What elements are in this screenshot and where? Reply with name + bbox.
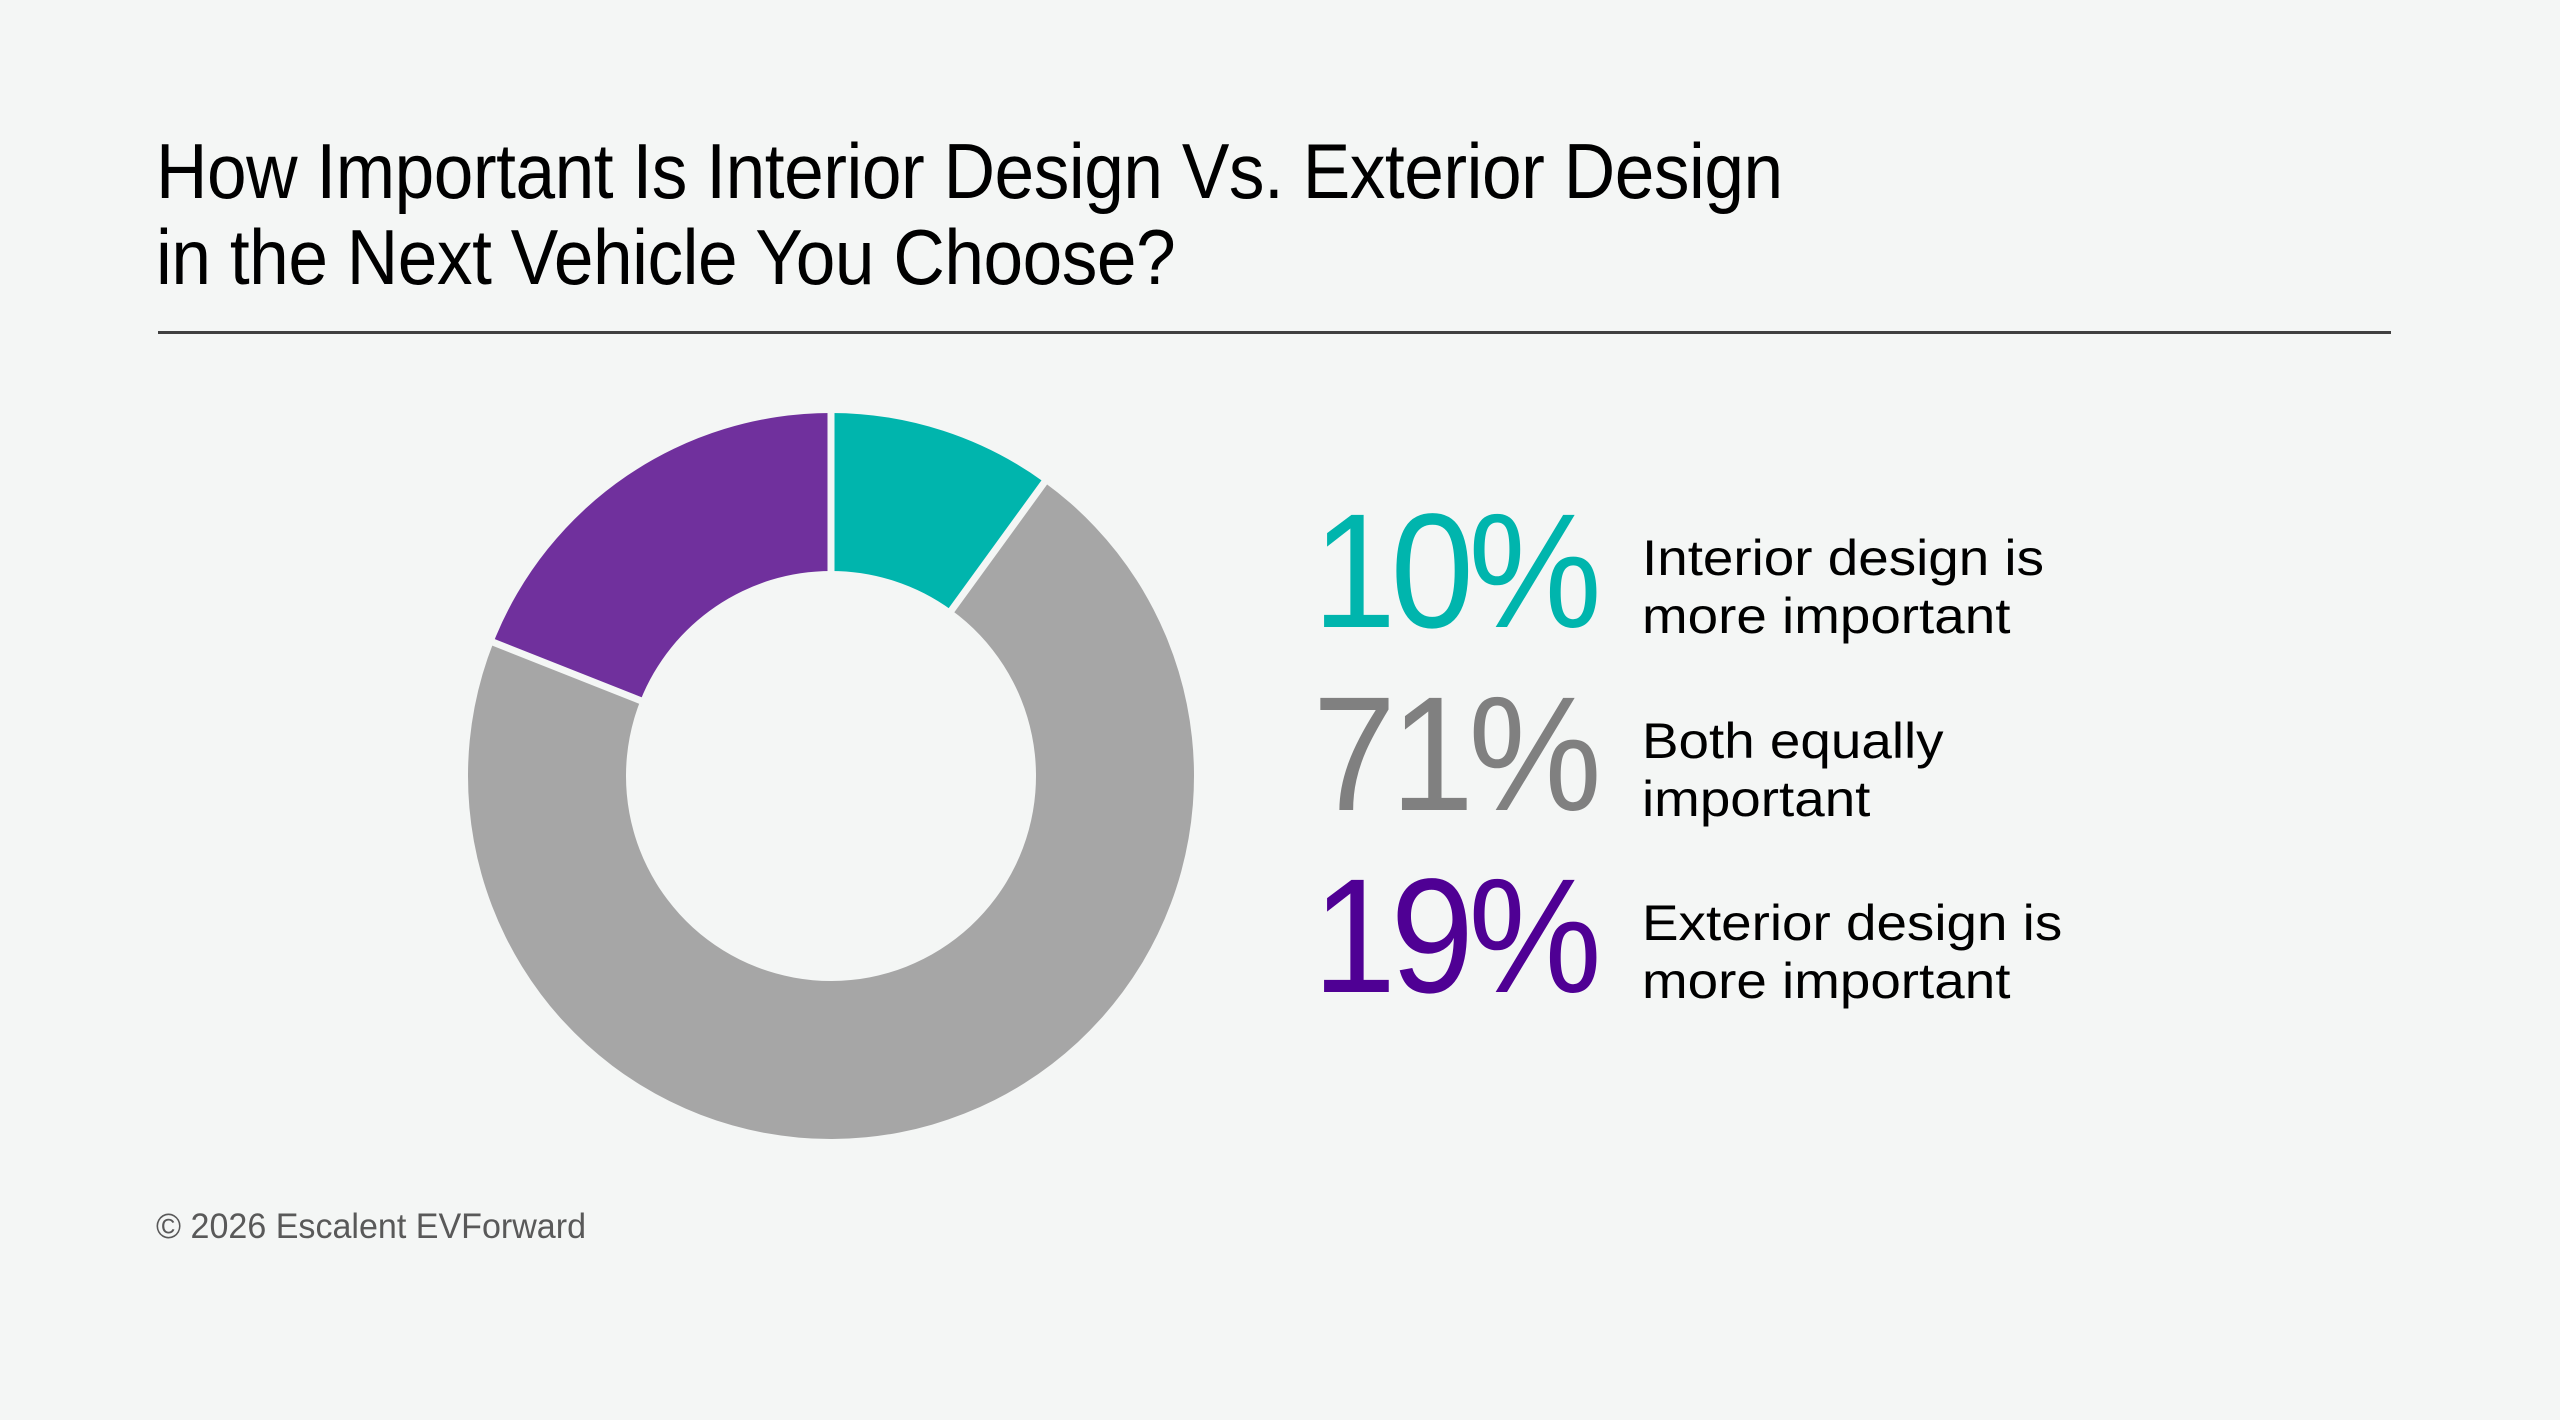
stat-value-exterior: 19% [1312, 844, 1601, 1027]
donut-slice-separator [946, 477, 1050, 616]
stat-value-both: 71% [1312, 662, 1601, 845]
stat-label-interior-line-1: Interior design is [1642, 530, 2045, 586]
title-divider [158, 331, 2391, 334]
stat-label-both-line-2: important [1642, 771, 1871, 827]
chart-title: How Important Is Interior Design Vs. Ext… [156, 128, 1982, 300]
chart-title-line-1: How Important Is Interior Design Vs. Ext… [156, 127, 1783, 215]
copyright-footer: © 2026 Escalent EVForward [156, 1207, 587, 1246]
chart-title-line-2: in the Next Vehicle You Choose? [156, 213, 1176, 301]
stat-label-exterior-line-2: more important [1642, 953, 2011, 1009]
donut-slice-separator [488, 637, 646, 706]
donut-slice-exterior [493, 413, 831, 701]
donut-slice-interior [831, 413, 1045, 611]
donut-slice-both [468, 482, 1194, 1139]
stat-interior: 10% Interior design is more important [1290, 479, 2190, 662]
donut-slices [468, 409, 1194, 1139]
stat-both: 71% Both equally important [1290, 662, 2190, 845]
stat-label-both: Both equally important [1642, 712, 1944, 828]
stat-label-exterior-line-1: Exterior design is [1642, 895, 2063, 951]
stat-label-exterior: Exterior design is more important [1642, 894, 2062, 1010]
stat-label-interior-line-2: more important [1642, 588, 2011, 644]
stat-value-interior: 10% [1312, 479, 1601, 662]
stat-label-both-line-1: Both equally [1642, 713, 1944, 769]
stat-label-interior: Interior design is more important [1642, 529, 2044, 645]
stat-exterior: 19% Exterior design is more important [1290, 844, 2190, 1027]
